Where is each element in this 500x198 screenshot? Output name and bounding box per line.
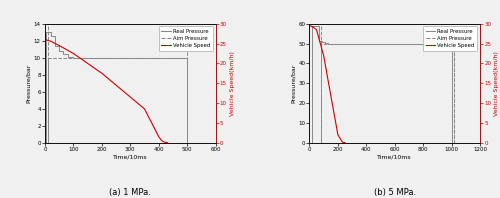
Legend: Real Pressure, Aim Pressure, Vehicle Speed: Real Pressure, Aim Pressure, Vehicle Spe… — [423, 26, 478, 51]
Y-axis label: Vehicle Speed(km/h): Vehicle Speed(km/h) — [230, 51, 234, 116]
Text: (b) 5 MPa.: (b) 5 MPa. — [374, 188, 416, 197]
Y-axis label: Vehicle Speed(km/h): Vehicle Speed(km/h) — [494, 51, 499, 116]
X-axis label: Time/10ms: Time/10ms — [113, 154, 148, 160]
Y-axis label: Pressure/bar: Pressure/bar — [26, 64, 31, 103]
Text: (a) 1 MPa.: (a) 1 MPa. — [110, 188, 151, 197]
Y-axis label: Pressure/bar: Pressure/bar — [290, 64, 296, 103]
Legend: Real Pressure, Aim Pressure, Vehicle Speed: Real Pressure, Aim Pressure, Vehicle Spe… — [159, 26, 213, 51]
X-axis label: Time/10ms: Time/10ms — [378, 154, 412, 160]
